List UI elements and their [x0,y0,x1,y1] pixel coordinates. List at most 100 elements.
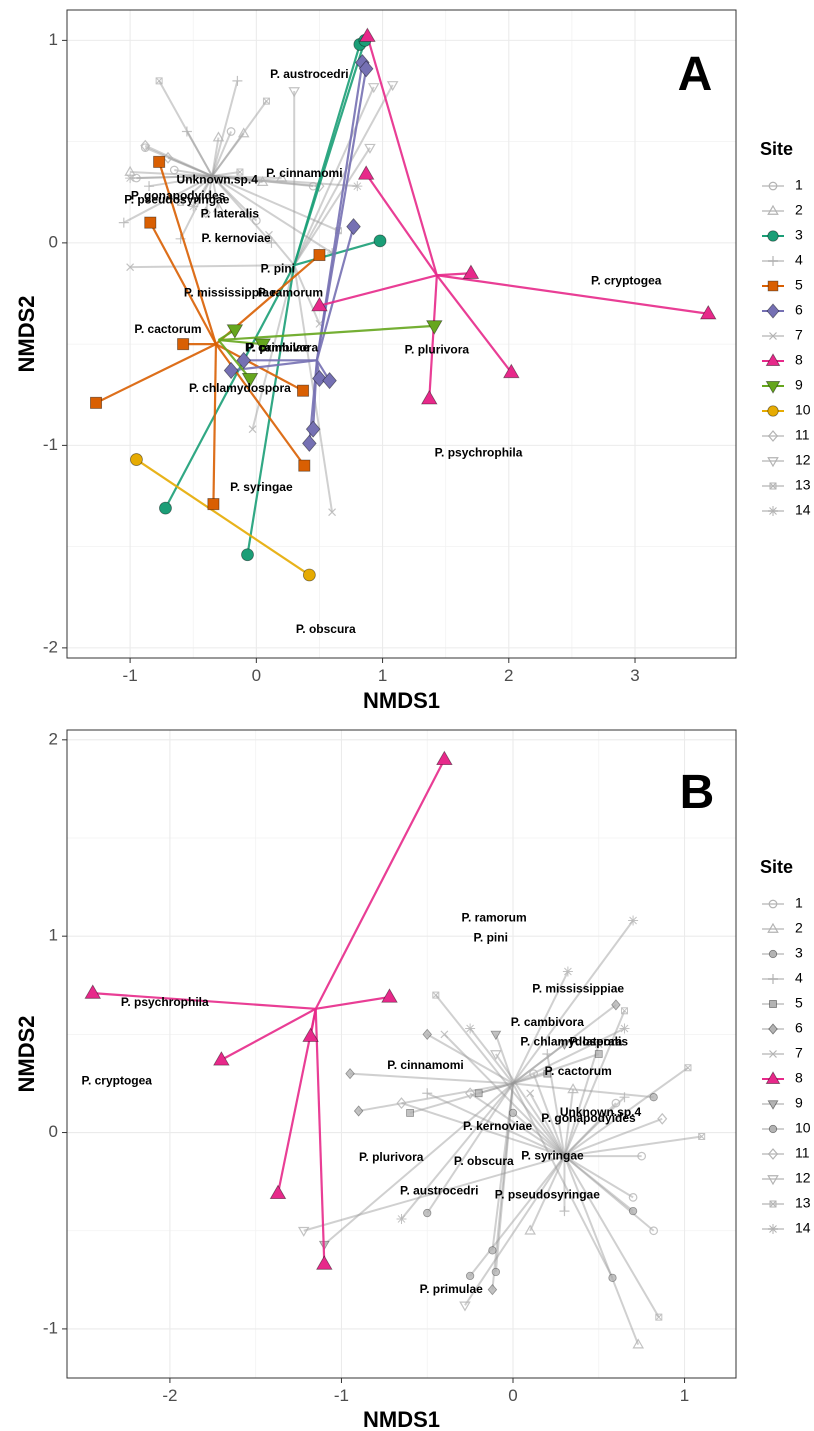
spider-line-site-6 [230,359,318,372]
panel-B: P. ramorum P. pini P. mississippiae P. camb… [14,729,811,1431]
species-label: P. mississippiae [184,286,276,300]
legend-label: 2 [795,202,803,218]
species-label: P. lateralis [201,207,260,221]
spider-line-site-8 [428,275,438,399]
point-site-9 [490,1030,502,1041]
legend-item-site-1: 1 [762,895,803,911]
species-label: P. pini [261,261,295,275]
point-site-1 [611,1098,621,1108]
spider-line-site-1 [211,131,233,177]
point-site-11 [465,1087,476,1100]
point-site-5 [207,498,220,511]
spider-line-site-2 [563,1155,640,1345]
spider-line-site-12 [303,1155,565,1232]
point-site-2 [212,131,225,142]
spider-line-site-4 [123,175,213,224]
legend-key-symbol [768,181,778,191]
spider-line-site-14 [192,175,214,207]
point-site-5 [594,1050,603,1058]
spider-line-site-3 [293,40,366,266]
point-site-12 [459,1301,471,1312]
spider-line-site-8 [315,995,390,1010]
spider-line-site-11 [204,175,214,213]
species-label: P. syringae [230,480,293,494]
legend-label: 12 [795,1170,811,1186]
spider-line-site-13 [158,80,214,177]
highlighted-sites [84,750,453,1270]
spider-line-site-10 [135,458,310,576]
legend-label: 6 [795,1020,803,1036]
spider-line-site-14 [512,1027,625,1085]
legend-key-symbol [768,974,778,984]
spider-line-site-3 [491,1083,514,1251]
legend-key-symbol [769,332,777,340]
point-site-6 [302,434,317,452]
spider-line-site-11 [212,175,320,188]
legend-item-site-3: 3 [762,227,803,243]
point-site-6 [236,351,252,369]
point-site-12 [288,87,300,98]
species-label: P. psychrophila [435,446,523,460]
spider-line-site-8 [436,272,471,277]
point-site-14 [125,173,136,184]
spider-line-site-6 [315,68,368,361]
legend-key-symbol [768,1124,778,1134]
spider-line-site-1 [532,1073,566,1157]
point-site-9 [226,324,244,339]
species-label: P. cryptogea [82,1074,153,1088]
point-site-2 [275,171,288,182]
spider-line-site-2 [211,132,245,177]
point-site-7 [248,425,257,434]
spider-line-site-8 [220,1007,317,1061]
legend-label: 13 [795,477,811,493]
spider-line-site-14 [211,175,333,254]
legend-key-symbol [767,457,779,468]
spider-line-site-13 [211,175,339,232]
spider-line-site-5 [95,343,217,404]
plot-background [67,730,736,1378]
point-site-3 [488,1246,497,1255]
spider-line-site-9 [218,324,435,342]
point-site-2 [256,175,269,186]
point-site-8 [436,750,453,766]
point-site-10 [508,1108,518,1118]
species-label: P. pseudosyringae [495,1188,600,1202]
x-tick-label: -2 [162,1386,177,1405]
point-site-13 [621,1007,628,1015]
legend-key-symbol [769,482,777,490]
spider-line-site-7 [293,264,321,325]
legend-item-site-1: 1 [762,177,803,193]
point-site-3 [241,548,254,562]
spider-line-site-4 [148,175,213,188]
point-site-4 [619,1092,630,1103]
point-site-4 [232,75,243,86]
point-site-5 [313,249,326,262]
species-label: P. cambivora [511,1015,584,1029]
spider-line-site-1 [563,1155,655,1232]
point-site-13 [262,97,270,105]
legend-key-symbol [765,381,781,394]
species-label: P. austrocedri [400,1184,478,1198]
spider-line-site-10 [469,1155,566,1277]
point-site-4 [118,217,129,228]
spider-line-site-13 [211,100,268,177]
plot-background [67,10,736,658]
point-site-6 [611,999,621,1011]
legend-key-symbol [768,1224,778,1234]
spider-line-site-7 [563,1043,600,1157]
point-site-4 [422,1088,433,1099]
spider-line-site-9 [323,1082,514,1246]
legend-item-site-2: 2 [762,202,803,218]
point-site-5 [474,1089,483,1098]
point-site-1 [649,1226,659,1236]
spider-line-site-3 [512,1082,614,1279]
spider-line-site-1 [563,1102,617,1157]
legend-label: 7 [795,1045,803,1061]
legend-key-symbol [767,230,779,242]
spider-line-site-6 [491,1083,514,1290]
spider-line-site-5 [512,1053,600,1085]
legend-title: Site [760,857,793,877]
species-label: P. primulae [420,1282,483,1296]
point-site-3 [159,501,172,515]
